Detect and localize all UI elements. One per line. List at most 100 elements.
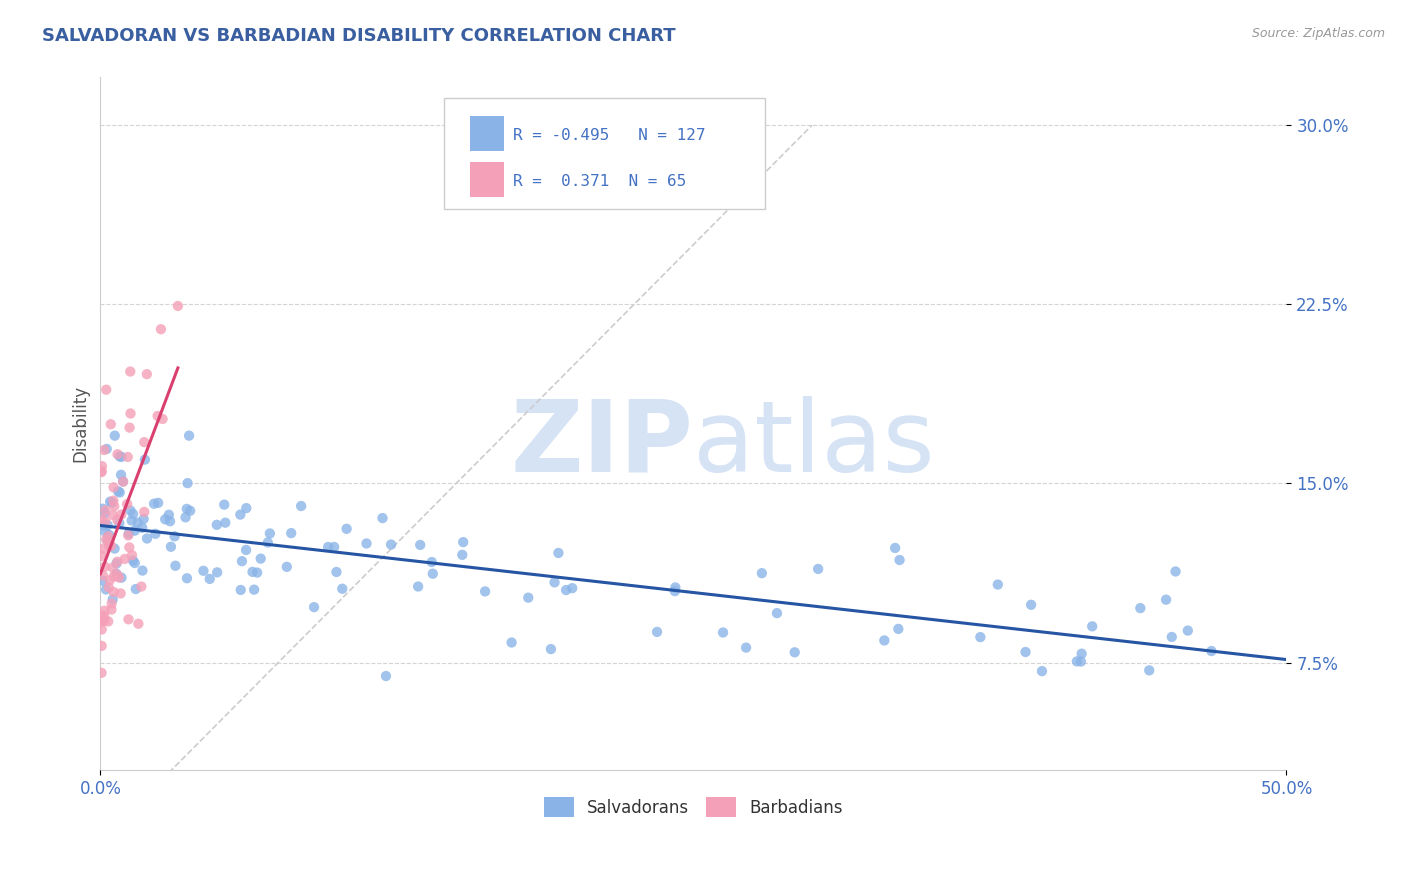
Point (543, 575, 565, 590)
Point (1014, 645, 1036, 659)
Point (235, 543, 257, 558)
Point (134, 452, 156, 467)
Point (124, 556, 146, 570)
Point (214, 516, 236, 530)
Point (101, 508, 124, 522)
Point (115, 497, 138, 511)
Point (121, 548, 143, 562)
Point (120, 503, 142, 517)
Point (103, 493, 125, 508)
Point (132, 512, 155, 526)
Point (110, 571, 132, 585)
Point (155, 512, 177, 526)
Point (100, 597, 122, 611)
Point (112, 475, 135, 489)
Point (93, 609, 115, 624)
Point (969, 630, 991, 644)
Point (136, 532, 159, 546)
Point (108, 485, 131, 500)
Point (1129, 601, 1152, 615)
Point (90, 465, 112, 479)
Point (96, 383, 118, 397)
Point (664, 581, 686, 595)
Point (98, 494, 121, 508)
Point (146, 496, 169, 510)
Point (1154, 592, 1177, 607)
Point (134, 505, 156, 519)
Point (766, 606, 789, 620)
Point (118, 526, 141, 541)
Point (91, 568, 114, 582)
Point (122, 507, 145, 521)
Point (135, 367, 157, 381)
Point (336, 522, 359, 536)
Point (159, 514, 181, 528)
Point (98, 539, 121, 553)
Point (134, 435, 156, 450)
Point (93, 442, 115, 457)
Point (501, 635, 523, 649)
Bar (471, 162, 503, 196)
Point (98, 535, 121, 549)
Point (555, 582, 578, 597)
Point (104, 428, 127, 442)
Point (371, 511, 394, 525)
Point (290, 499, 312, 513)
Point (783, 645, 806, 659)
Point (105, 566, 128, 581)
Point (125, 582, 148, 596)
Point (105, 513, 128, 527)
Point (167, 299, 190, 313)
Point (1177, 624, 1199, 638)
Legend: Salvadorans, Barbadians: Salvadorans, Barbadians (537, 790, 849, 824)
Point (163, 529, 186, 543)
Text: R = -0.495   N = 127: R = -0.495 N = 127 (513, 128, 706, 143)
Point (90, 549, 112, 563)
Point (91, 608, 114, 623)
Point (323, 540, 346, 554)
Point (100, 417, 122, 432)
Point (110, 467, 132, 482)
Point (105, 555, 128, 569)
Point (711, 625, 734, 640)
Point (110, 508, 132, 522)
Point (645, 624, 668, 639)
Point (205, 517, 228, 532)
Point (121, 514, 143, 528)
Point (212, 498, 235, 512)
Point (107, 447, 129, 461)
Point (451, 535, 474, 549)
Point (1201, 644, 1223, 658)
Point (103, 569, 125, 583)
Point (1081, 619, 1104, 633)
Point (91, 574, 114, 588)
Point (889, 553, 911, 567)
Point (1070, 647, 1092, 661)
Point (110, 586, 132, 600)
Point (987, 577, 1010, 591)
Point (256, 535, 278, 549)
Point (94, 506, 117, 520)
Point (93, 604, 115, 618)
Point (302, 600, 325, 615)
Point (90, 615, 112, 629)
Point (93, 541, 115, 556)
Point (91, 459, 114, 474)
Point (259, 526, 281, 541)
Point (96, 442, 118, 456)
Point (1031, 664, 1053, 678)
Text: atlas: atlas (693, 396, 935, 493)
Point (117, 612, 139, 626)
Point (143, 497, 166, 511)
Point (325, 565, 347, 579)
Point (176, 501, 198, 516)
Point (276, 559, 298, 574)
Point (517, 591, 540, 605)
Point (1164, 565, 1187, 579)
Point (157, 508, 180, 522)
Point (229, 508, 252, 522)
Point (873, 633, 896, 648)
Point (547, 546, 569, 560)
Point (131, 564, 153, 578)
Point (127, 516, 149, 530)
